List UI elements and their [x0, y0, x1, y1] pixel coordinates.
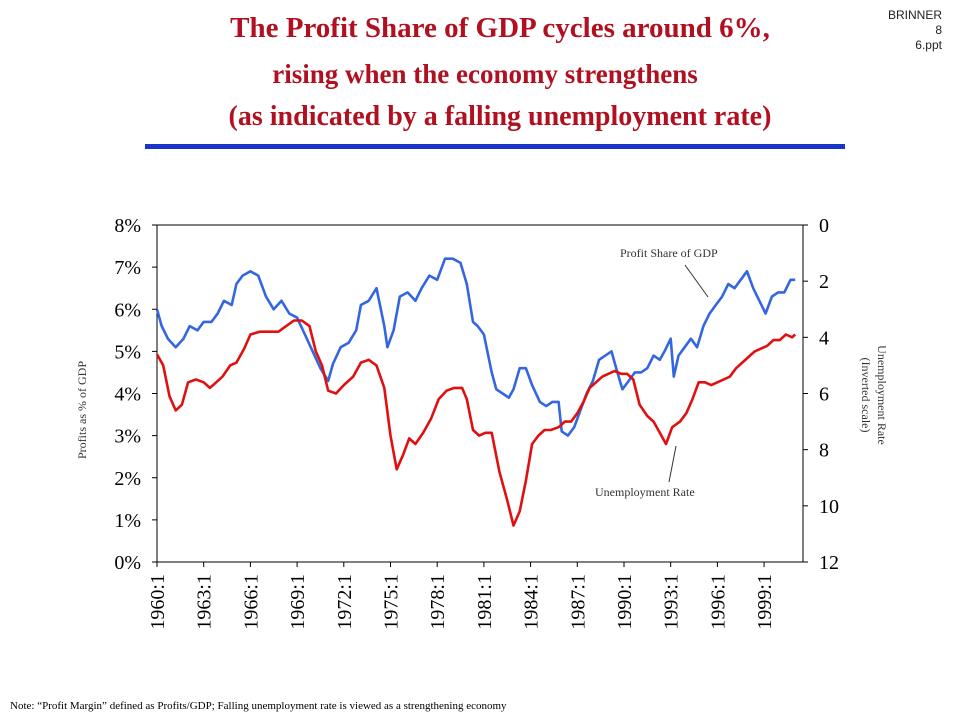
left-axis-label: Profits as % of GDP — [75, 361, 89, 459]
x-axis-ticks: 1960:1 1963:1 1966:1 1969:1 1972:1 1975:1 1978… — [147, 562, 776, 630]
x-tick-label: 1987:1 — [567, 574, 589, 630]
unemployment-rate-line — [155, 319, 797, 527]
right-tick-label: 4 — [819, 327, 829, 349]
title-line-3: (as indicated by a falling unemployment … — [228, 101, 772, 132]
plot-frame — [156, 224, 804, 563]
badge-line-3: 6.ppt — [915, 38, 942, 52]
x-tick-label: 1966:1 — [240, 574, 262, 630]
unemployment-series-annotation: Unemployment Rate — [595, 485, 695, 499]
left-tick-label: 0% — [114, 552, 141, 574]
left-tick-label: 8% — [114, 215, 141, 237]
right-tick-label: 6 — [819, 384, 829, 406]
series-group — [155, 257, 797, 527]
right-tick-label: 10 — [819, 496, 839, 518]
plot-area-border — [156, 224, 804, 563]
x-tick-label: 1981:1 — [474, 574, 496, 630]
title-divider-rule — [145, 144, 845, 149]
right-axis-ticks: 0 2 4 6 8 10 12 — [803, 215, 839, 574]
profit-annotation-leader — [684, 264, 709, 298]
right-tick-label: 8 — [819, 440, 829, 462]
profit-share-line — [155, 257, 796, 437]
profit-series-annotation: Profit Share of GDP — [620, 246, 718, 260]
right-tick-label: 0 — [819, 215, 829, 237]
x-tick-label: 1999:1 — [754, 574, 776, 630]
title-line-2: rising when the economy strengthens — [272, 59, 698, 89]
left-tick-label: 4% — [114, 384, 141, 406]
right-tick-label: 2 — [819, 271, 829, 293]
left-tick-label: 6% — [114, 299, 141, 321]
x-tick-label: 1984:1 — [521, 574, 543, 630]
left-tick-label: 1% — [114, 510, 141, 532]
x-tick-label: 1972:1 — [334, 574, 356, 630]
left-tick-label: 2% — [114, 468, 141, 490]
footnote: Note: “Profit Margin” defined as Profits… — [10, 700, 507, 712]
right-tick-label: 12 — [819, 552, 839, 574]
slide-id-badge: BRINNER 8 6.ppt — [888, 8, 942, 53]
title-line-1: The Profit Share of GDP cycles around 6%… — [230, 12, 770, 44]
right-axis-label-line-1: Unemployment Rate — [875, 345, 889, 445]
x-tick-label: 1963:1 — [194, 574, 216, 630]
right-axis-label-line-2: (Inverted scale) — [859, 358, 873, 433]
x-tick-label: 1960:1 — [147, 574, 169, 630]
left-axis-ticks: 0% 1% 2% 3% 4% 5% 6% 7% 8% — [114, 215, 157, 574]
x-tick-label: 1993:1 — [661, 574, 683, 630]
x-tick-label: 1969:1 — [287, 574, 309, 630]
x-tick-label: 1996:1 — [707, 574, 729, 630]
badge-line-1: BRINNER — [887, 8, 942, 22]
x-tick-label: 1975:1 — [380, 574, 402, 630]
badge-line-2: 8 — [935, 23, 942, 37]
x-tick-label: 1990:1 — [614, 574, 636, 630]
unemployment-annotation-leader — [668, 445, 677, 483]
left-tick-label: 7% — [114, 257, 141, 279]
left-tick-label: 5% — [114, 341, 141, 363]
x-tick-label: 1978:1 — [427, 574, 449, 630]
left-tick-label: 3% — [114, 426, 141, 448]
